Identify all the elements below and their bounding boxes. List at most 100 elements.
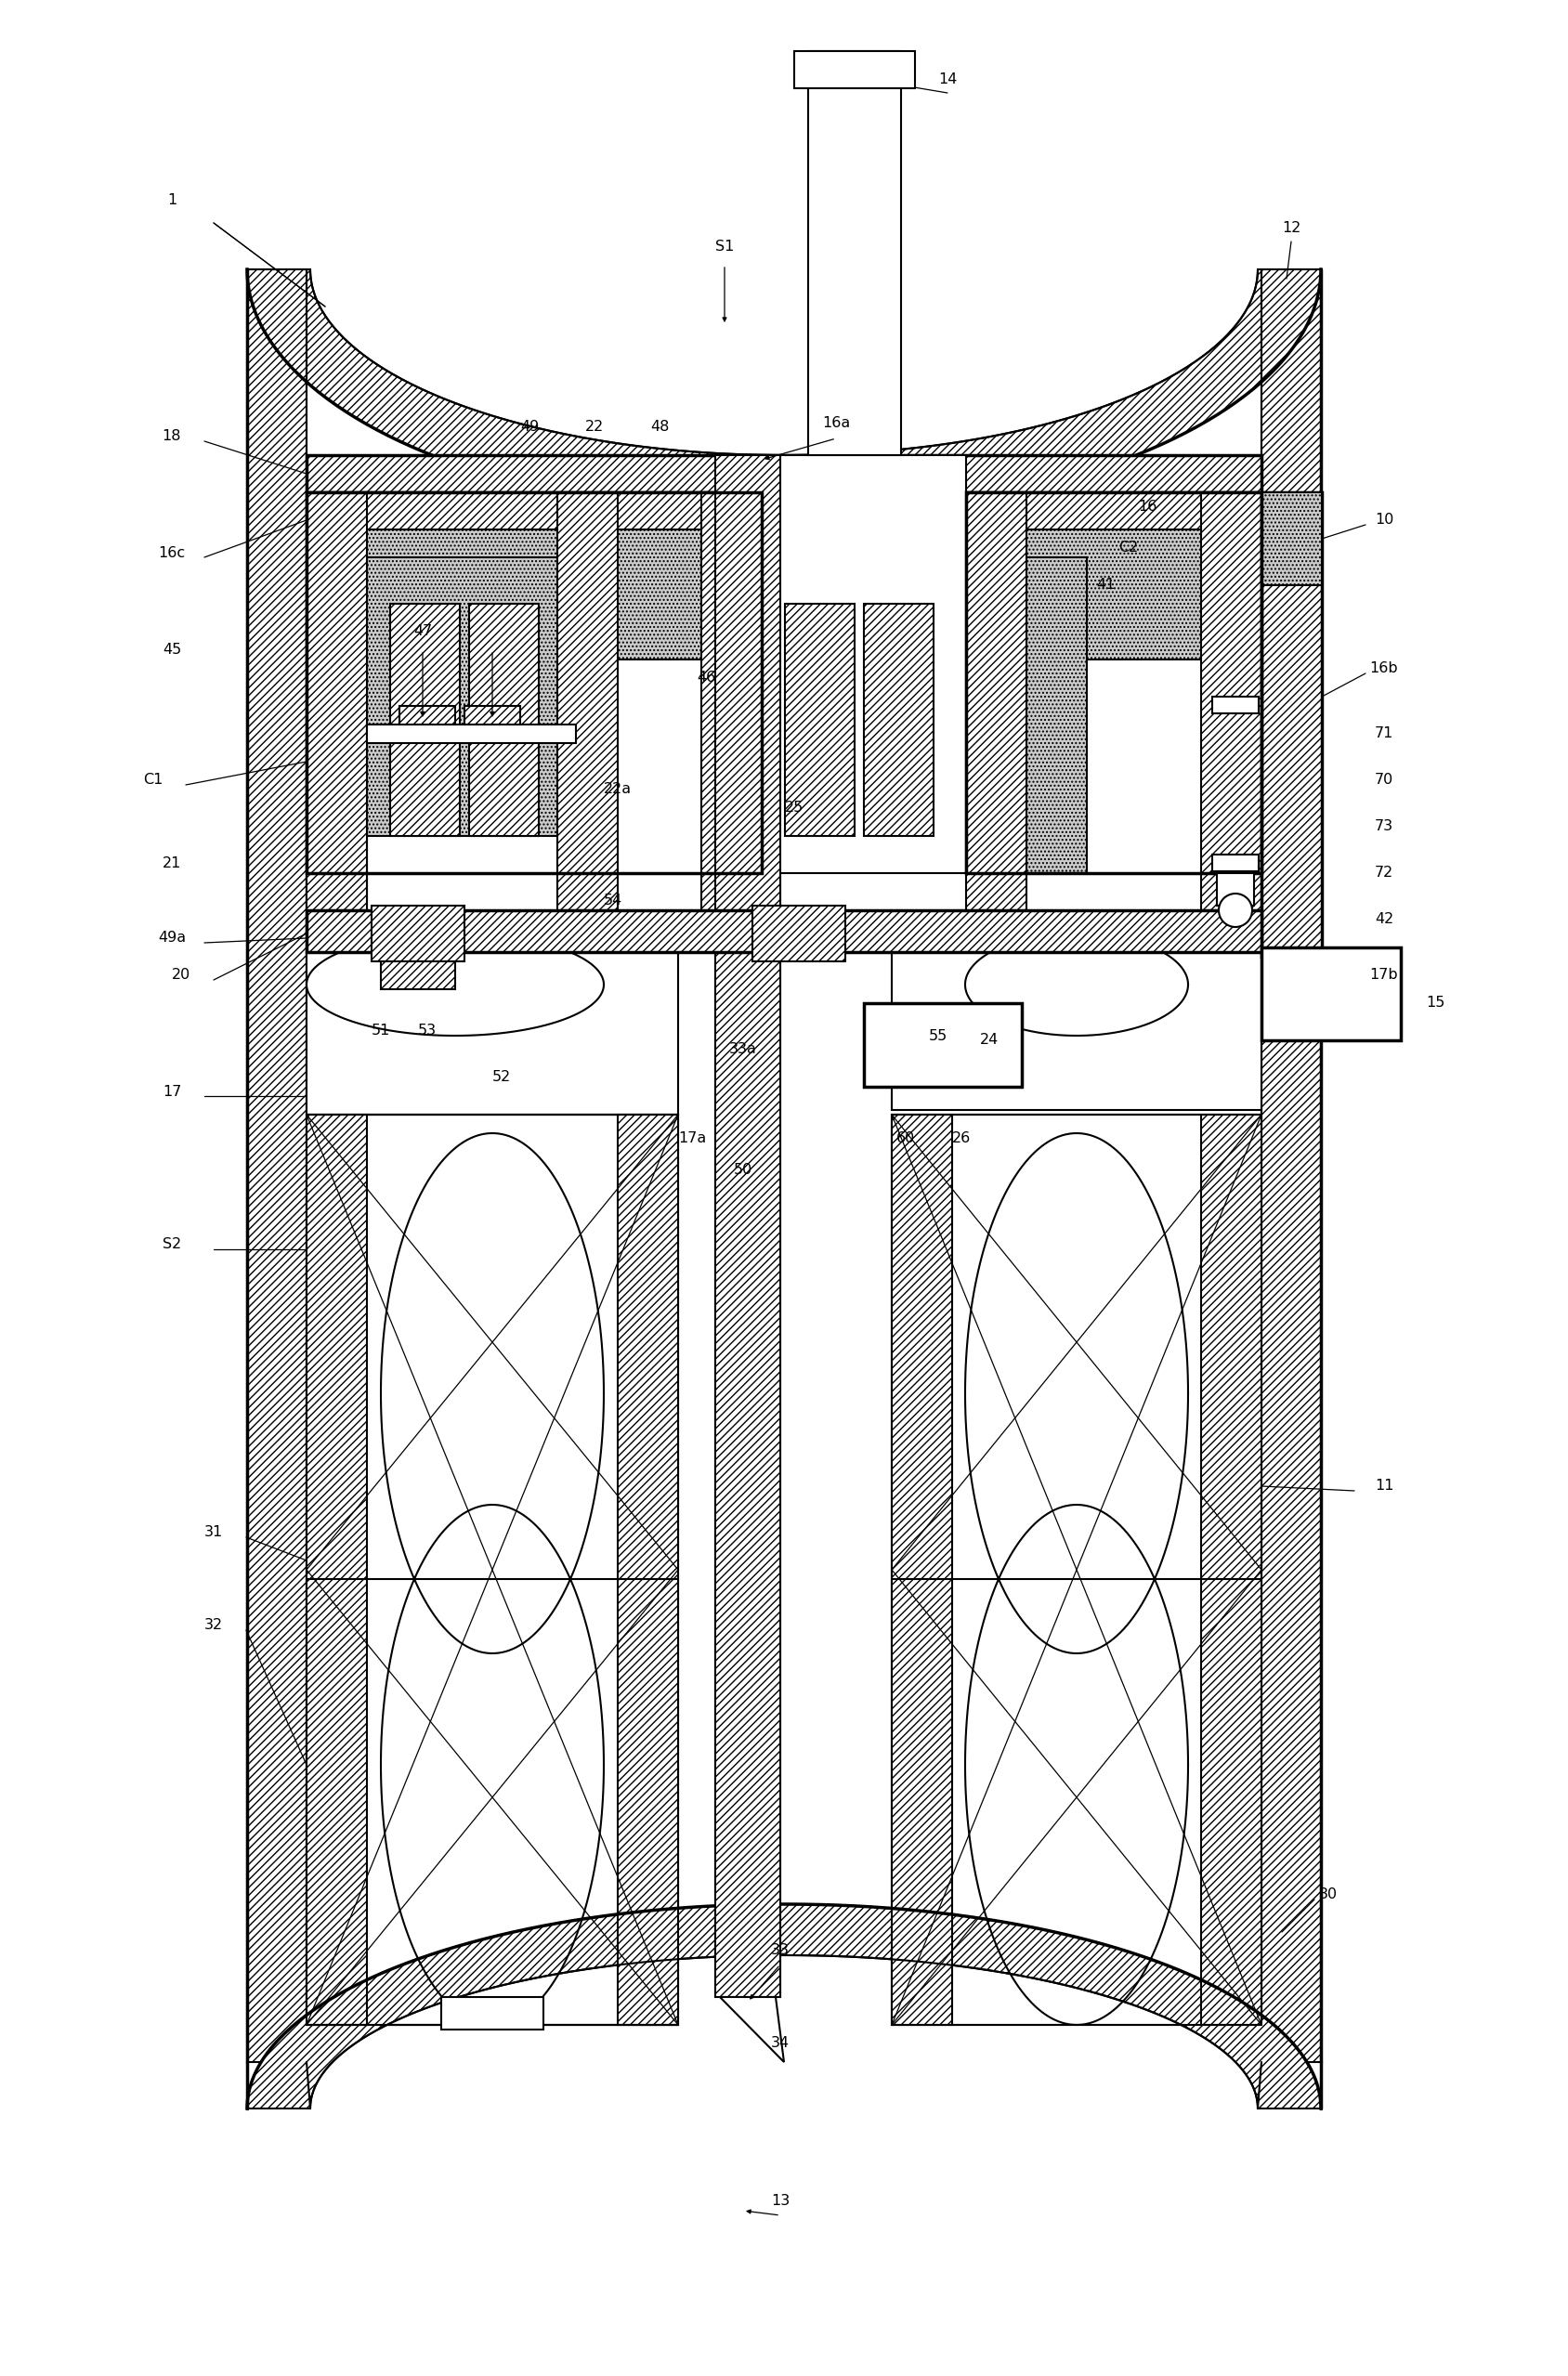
Text: 16: 16 [1138,499,1157,513]
Text: 53: 53 [419,1024,436,1038]
Bar [701,492,762,910]
Text: 46: 46 [696,670,715,684]
Bar [1201,492,1262,910]
Text: 60: 60 [897,1131,916,1145]
Bar [808,52,902,456]
Text: 52: 52 [492,1072,511,1083]
Text: 45: 45 [163,644,182,658]
Bar [864,604,933,836]
Text: 49a: 49a [158,931,187,946]
Text: S1: S1 [715,240,734,254]
Bar [441,1998,544,2029]
Bar [966,492,1262,661]
Text: 15: 15 [1425,996,1444,1010]
Bar [306,492,367,910]
Bar [1212,696,1259,713]
Polygon shape [720,1998,784,2062]
Text: 24: 24 [980,1034,999,1048]
Text: 11: 11 [1375,1480,1394,1492]
Bar [367,725,575,744]
Bar [1262,492,1322,958]
Text: S2: S2 [163,1238,182,1252]
Text: 42: 42 [1375,912,1394,927]
Text: 10: 10 [1375,513,1394,527]
Bar [400,706,455,725]
Bar [795,52,916,88]
Text: 16b: 16b [1370,663,1399,675]
Bar [306,953,677,1114]
Text: 17b: 17b [1370,969,1399,981]
Bar [892,1114,1262,2024]
Bar [306,492,762,872]
Bar [248,268,306,2062]
Text: 33: 33 [771,1944,790,1958]
Text: 72: 72 [1375,867,1394,879]
Bar [618,1114,677,2024]
Text: 34: 34 [771,2036,790,2050]
Bar [306,456,1262,492]
Text: 21: 21 [163,858,182,870]
Bar [966,492,1262,872]
Bar [762,456,966,872]
Text: 14: 14 [938,71,956,86]
Text: C1: C1 [143,772,163,786]
Bar [762,558,952,836]
Text: 13: 13 [771,2195,790,2207]
Text: 50: 50 [734,1164,753,1178]
Text: 30: 30 [1319,1889,1338,1901]
Text: 1: 1 [168,192,177,207]
Text: 22: 22 [585,421,604,435]
Bar [1027,558,1087,872]
Bar [864,1003,1022,1086]
Bar [1217,872,1254,905]
Text: 71: 71 [1375,727,1394,741]
Bar [1262,268,1320,2062]
Text: 17a: 17a [677,1131,706,1145]
Text: 20: 20 [172,969,191,981]
Bar [381,962,455,988]
Polygon shape [248,1903,1320,2108]
Bar [469,604,539,836]
Text: 16c: 16c [158,546,185,561]
Text: 16a: 16a [822,416,850,430]
Text: 31: 31 [204,1525,223,1540]
Bar [306,492,1262,530]
Bar [557,492,618,910]
Bar [753,905,845,962]
Text: 70: 70 [1375,772,1394,786]
Text: C2: C2 [1118,542,1138,556]
Bar [1201,1114,1262,2024]
Text: 41: 41 [1096,577,1115,592]
Text: 22a: 22a [604,782,632,796]
Bar [966,492,1027,910]
Polygon shape [248,268,1320,516]
Bar [306,910,1262,953]
Bar [464,706,521,725]
Text: 25: 25 [786,801,804,815]
Text: 73: 73 [1375,820,1394,834]
Bar [1262,948,1400,1041]
Text: 32: 32 [204,1618,223,1632]
Bar [390,604,459,836]
Bar [306,1114,367,2024]
Text: 17: 17 [163,1083,182,1098]
Text: 47: 47 [414,625,433,639]
Circle shape [1218,893,1253,927]
Bar [306,558,367,910]
Text: 54: 54 [604,893,622,908]
Text: 33a: 33a [729,1043,757,1057]
Bar [306,492,762,661]
Bar [786,604,855,836]
Text: 12: 12 [1281,221,1300,235]
Text: 55: 55 [928,1029,947,1043]
Text: 18: 18 [163,430,182,444]
Bar [892,1114,952,2024]
Bar [306,1114,677,2024]
Bar [367,558,557,836]
Text: 26: 26 [952,1131,971,1145]
Bar [715,456,781,1998]
Bar [1212,855,1259,872]
Text: 49: 49 [521,421,539,435]
Bar [372,905,464,962]
Text: 48: 48 [651,421,670,435]
